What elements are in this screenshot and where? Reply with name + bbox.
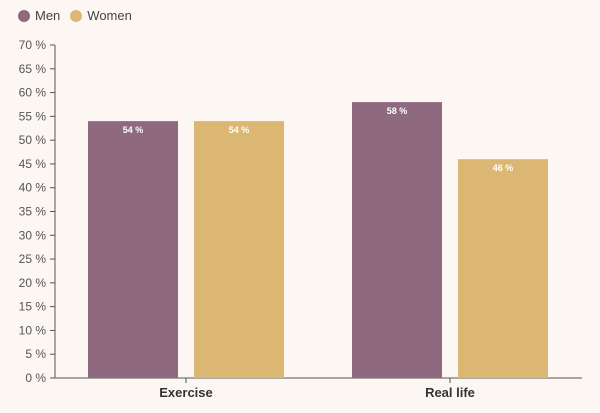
y-tick-label: 55 %: [19, 109, 47, 123]
y-tick-label: 65 %: [19, 62, 47, 76]
legend-item-men[interactable]: Men: [18, 8, 60, 23]
bar-women: [194, 121, 284, 378]
category-label: Exercise: [159, 385, 213, 400]
y-tick-label: 70 %: [19, 38, 47, 52]
y-tick-label: 20 %: [19, 276, 47, 290]
bar-women: [458, 159, 548, 378]
bar-men: [352, 102, 442, 378]
y-tick-label: 15 %: [19, 300, 47, 314]
y-tick-label: 25 %: [19, 252, 47, 266]
y-tick-label: 40 %: [19, 181, 47, 195]
legend-item-women[interactable]: Women: [70, 8, 132, 23]
y-tick-label: 10 %: [19, 323, 47, 337]
data-label: 54 %: [123, 125, 144, 135]
data-label: 58 %: [387, 106, 408, 116]
legend-label-men: Men: [35, 8, 61, 23]
legend-swatch-men: [18, 9, 30, 22]
y-tick-label: 0 %: [25, 371, 46, 385]
y-tick-label: 45 %: [19, 157, 47, 171]
data-label: 46 %: [493, 163, 514, 173]
y-tick-label: 5 %: [25, 347, 46, 361]
data-label: 54 %: [229, 125, 250, 135]
y-tick-label: 30 %: [19, 228, 47, 242]
legend: Men Women: [18, 8, 132, 23]
legend-swatch-women: [70, 9, 83, 22]
legend-label-women: Women: [87, 8, 132, 23]
bar-men: [88, 121, 178, 378]
y-tick-label: 50 %: [19, 133, 47, 147]
y-tick-label: 60 %: [19, 86, 47, 100]
y-tick-label: 35 %: [19, 205, 47, 219]
category-label: Real life: [425, 385, 475, 400]
